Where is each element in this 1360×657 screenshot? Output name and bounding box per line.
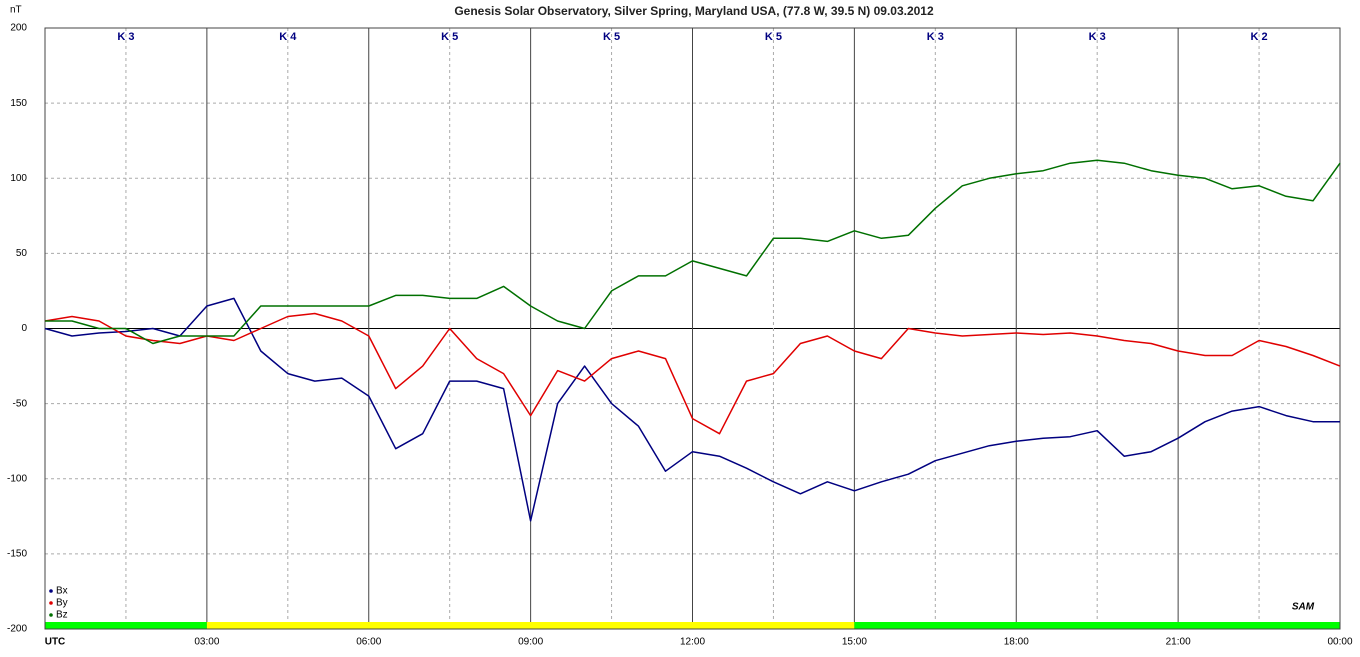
chart-title: Genesis Solar Observatory, Silver Spring… (454, 4, 934, 18)
x-tick-label: 12:00 (680, 637, 705, 648)
y-tick-label: 100 (10, 173, 27, 184)
y-tick-label: 200 (10, 23, 27, 34)
logo: SAM (1292, 602, 1315, 613)
series-line (44, 312, 1341, 435)
x-tick-label: 00:00 (1327, 637, 1352, 648)
k-index-label: K 2 (1251, 31, 1268, 43)
legend-label: By (56, 598, 68, 609)
k-index-label: K 3 (927, 31, 944, 43)
y-tick-label: 0 (21, 323, 27, 334)
k-index-label: K 3 (117, 31, 134, 43)
series-line (44, 297, 1340, 522)
y-tick-label: -50 (13, 398, 28, 409)
y-tick-label: -200 (7, 624, 27, 635)
legend-marker (49, 589, 53, 593)
y-tick-label: 150 (10, 98, 27, 109)
status-segment (45, 622, 207, 629)
legend-label: Bx (56, 586, 68, 597)
k-index-label: K 5 (603, 31, 620, 43)
y-tick-label: -100 (7, 473, 27, 484)
y-tick-label: -150 (7, 549, 27, 560)
x-tick-label: 03:00 (194, 637, 219, 648)
series-line (45, 159, 1341, 345)
k-index-label: K 3 (1089, 31, 1106, 43)
x-tick-label: 15:00 (842, 637, 867, 648)
k-index-label: K 5 (765, 31, 782, 43)
x-tick-label: UTC (45, 637, 66, 648)
k-index-label: K 4 (279, 31, 297, 43)
y-axis-label: nT (10, 5, 22, 16)
x-tick-label: 18:00 (1004, 637, 1029, 648)
x-tick-label: 06:00 (356, 637, 381, 648)
k-index-label: K 5 (441, 31, 458, 43)
status-segment (854, 622, 1340, 629)
legend-label: Bz (56, 610, 68, 621)
y-tick-label: 50 (16, 248, 28, 259)
x-tick-label: 21:00 (1166, 637, 1191, 648)
x-tick-label: 09:00 (518, 637, 543, 648)
legend-marker (49, 601, 53, 605)
status-segment (206, 622, 855, 629)
legend-marker (49, 613, 53, 617)
